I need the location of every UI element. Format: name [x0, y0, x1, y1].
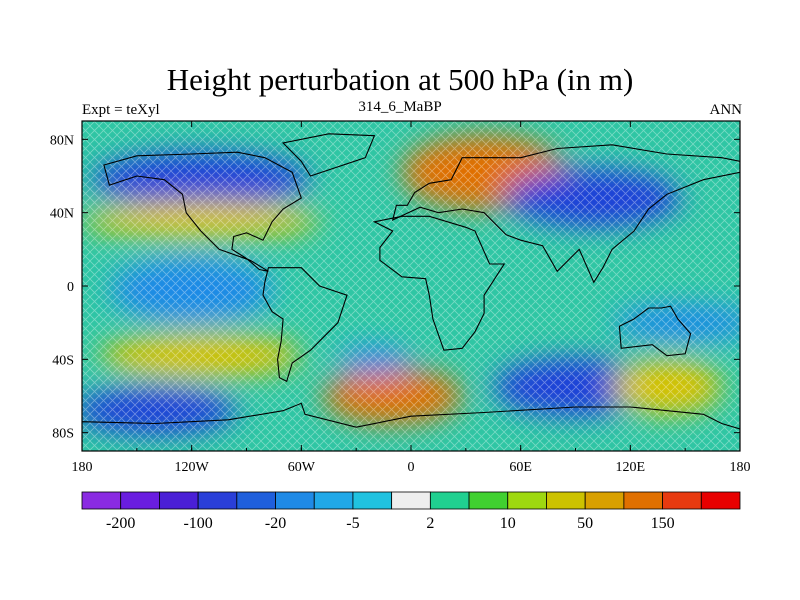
colorbar-box: [313, 491, 354, 510]
y-tick-label: 40N: [50, 207, 74, 222]
x-tick-label: 120E: [616, 460, 646, 475]
case-label: 314_6_MaBP: [358, 99, 442, 115]
x-tick-label: 60W: [288, 460, 316, 475]
colorbar-box: [507, 491, 547, 510]
coastline: [262, 267, 348, 383]
map-axes: 180 120W 60W 0 60E 120E 180 80N 40N 0 40S 80S: [50, 120, 751, 475]
colorbar-label: 2: [426, 515, 434, 532]
colorbar-label: 50: [577, 515, 593, 532]
colorbar-label: 150: [651, 515, 675, 532]
colorbar-box: [391, 491, 431, 510]
colorbar-box: [159, 491, 199, 510]
coastline: [391, 144, 740, 284]
experiment-label: Expt = teXyl: [82, 102, 160, 118]
colorbar-box: [120, 491, 160, 510]
colorbar-label: -200: [106, 515, 135, 532]
coastline: [82, 402, 740, 451]
colorbar-box: [429, 491, 470, 510]
coastline: [103, 151, 302, 272]
colorbar-box: [584, 491, 625, 510]
y-tick-label: 40S: [52, 353, 74, 368]
colorbar-box: [623, 491, 663, 510]
colorbar-label: -100: [183, 515, 212, 532]
coastline: [281, 133, 376, 177]
stipple-overlay: [82, 121, 740, 451]
x-tick-label: 180: [730, 460, 751, 475]
colorbar-box: [546, 491, 586, 510]
x-tick-label: 180: [72, 460, 93, 475]
coastline: [372, 215, 506, 351]
colorbar-box: [468, 491, 509, 510]
colorbar: -200 -100 -20 -5 2 10 50 150: [81, 491, 741, 532]
colorbar-box: [662, 491, 702, 510]
season-label: ANN: [709, 102, 743, 118]
colorbar-box: [700, 491, 741, 510]
y-tick-label: 80N: [50, 133, 74, 148]
colorbar-box: [236, 491, 276, 510]
colorbar-label: -5: [346, 515, 359, 532]
colorbar-label: -20: [265, 515, 286, 532]
colorbar-box: [197, 491, 238, 510]
colorbar-box: [81, 491, 122, 510]
colorbar-box: [275, 491, 315, 510]
x-tick-label: 0: [408, 460, 415, 475]
plot-title: Height perturbation at 500 hPa (in m): [166, 62, 634, 97]
x-tick-label: 60E: [509, 460, 532, 475]
colorbar-label: 10: [500, 515, 516, 532]
coastline: [618, 305, 692, 357]
y-tick-label: 0: [67, 280, 74, 295]
y-tick-label: 80S: [52, 427, 74, 442]
colorbar-box: [352, 491, 393, 510]
map-plot-area: [82, 121, 740, 451]
x-tick-label: 120W: [175, 460, 210, 475]
